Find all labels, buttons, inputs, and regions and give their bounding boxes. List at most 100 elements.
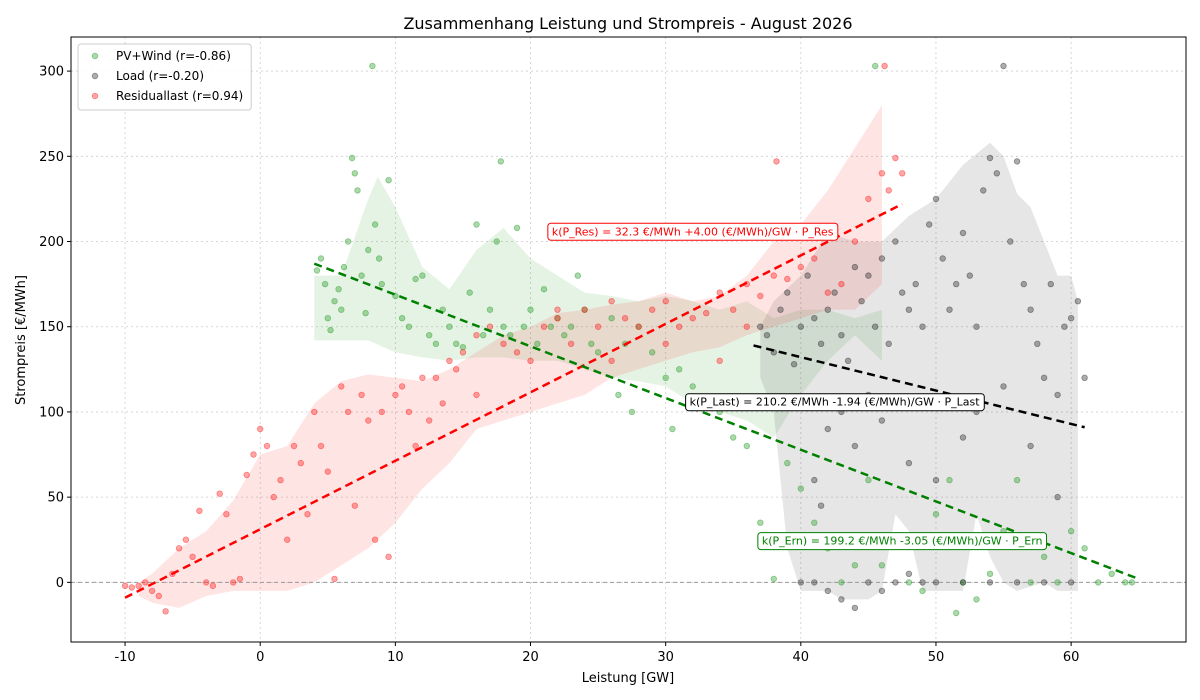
- legend-marker: [91, 72, 99, 80]
- data-point: [500, 340, 507, 347]
- data-point: [757, 519, 764, 526]
- data-point: [385, 553, 392, 560]
- data-point: [986, 579, 994, 586]
- x-tick-label: 10: [387, 650, 404, 665]
- data-point: [838, 596, 845, 603]
- data-point: [493, 238, 500, 245]
- data-point: [865, 272, 872, 279]
- data-point: [439, 400, 446, 407]
- data-point: [581, 306, 588, 313]
- data-point: [1000, 383, 1007, 390]
- x-axis-ticks: -10 0 10 20 30 40 50 60: [114, 642, 1079, 665]
- legend-entry: Residuallast (r=0.94): [116, 89, 243, 103]
- data-point: [547, 323, 554, 330]
- data-point: [885, 340, 892, 347]
- data-point: [770, 272, 777, 279]
- data-point: [932, 476, 940, 484]
- data-point: [1013, 579, 1021, 586]
- data-point: [405, 323, 413, 330]
- data-point: [743, 442, 750, 450]
- data-point: [608, 315, 615, 322]
- data-point: [824, 425, 831, 433]
- data-point: [459, 349, 467, 356]
- data-point: [980, 187, 987, 194]
- data-point: [811, 476, 818, 484]
- data-point: [966, 272, 973, 279]
- annotation-box: [757, 532, 1048, 551]
- y-tick-label: 300: [39, 65, 64, 80]
- data-point: [811, 579, 818, 586]
- annotations: k(P_Res) = 32.3 €/MWh +4.00 (€/MWh)/GW ·…: [547, 222, 1048, 551]
- data-point: [385, 176, 392, 184]
- data-point: [324, 315, 331, 322]
- data-point: [851, 263, 859, 271]
- regression-line: [753, 344, 1085, 429]
- legend-box: PV+Wind (r=-0.86) Load (r=-0.20) Residuall…: [77, 43, 252, 111]
- data-point: [919, 323, 926, 330]
- data-point: [567, 340, 575, 347]
- data-point: [824, 306, 831, 313]
- data-point: [878, 587, 886, 595]
- data-point: [1108, 570, 1115, 577]
- data-point: [892, 154, 899, 162]
- data-point: [297, 459, 304, 467]
- data-point: [290, 442, 298, 450]
- data-point: [817, 502, 825, 509]
- confidence-band: [138, 105, 882, 608]
- data-point: [594, 323, 602, 330]
- data-point: [865, 195, 872, 203]
- data-point: [354, 187, 361, 194]
- data-point: [162, 608, 169, 615]
- data-point: [946, 306, 953, 313]
- data-point: [317, 442, 325, 450]
- data-point: [358, 391, 365, 399]
- data-point: [892, 238, 899, 245]
- data-point: [284, 536, 291, 543]
- data-point: [324, 468, 331, 475]
- data-point: [473, 391, 480, 399]
- data-point: [959, 229, 967, 237]
- data-point: [243, 471, 250, 479]
- data-point: [1047, 280, 1054, 288]
- legend-entry: Load (r=-0.20): [116, 69, 204, 83]
- data-point: [899, 289, 906, 296]
- data-point: [540, 323, 548, 330]
- data-point: [500, 323, 507, 330]
- data-point: [676, 366, 683, 373]
- data-point: [628, 408, 636, 416]
- data-point: [986, 570, 994, 577]
- data-point: [340, 263, 348, 271]
- data-point: [313, 267, 321, 274]
- x-tick-label: 30: [657, 650, 674, 665]
- data-point: [662, 298, 669, 305]
- data-point: [432, 374, 440, 381]
- data-point: [1081, 374, 1088, 381]
- data-point: [527, 357, 534, 364]
- data-point: [1067, 579, 1075, 586]
- annotation: k(P_Last) = 210.2 €/MWh -1.94 (€/MWh)/GW…: [685, 393, 985, 412]
- data-point: [1128, 579, 1136, 586]
- data-point: [1013, 476, 1021, 484]
- data-point: [993, 170, 1000, 177]
- data-point: [770, 575, 777, 583]
- data-point: [121, 582, 129, 589]
- data-point: [757, 323, 764, 330]
- data-point: [392, 391, 399, 399]
- data-point: [1040, 579, 1048, 586]
- data-points: [121, 62, 1136, 617]
- data-point: [348, 154, 356, 162]
- data-point: [881, 62, 888, 70]
- data-point: [730, 434, 737, 441]
- data-point: [824, 289, 831, 296]
- data-point: [398, 383, 406, 390]
- data-point: [676, 323, 683, 330]
- data-point: [378, 408, 385, 416]
- data-point: [716, 357, 723, 364]
- data-point: [844, 357, 852, 364]
- chart-title: Zusammenhang Leistung und Strompreis - A…: [403, 14, 852, 33]
- data-point: [567, 323, 575, 330]
- data-point: [473, 332, 480, 339]
- data-point: [1061, 323, 1068, 330]
- y-tick-label: 200: [39, 235, 64, 250]
